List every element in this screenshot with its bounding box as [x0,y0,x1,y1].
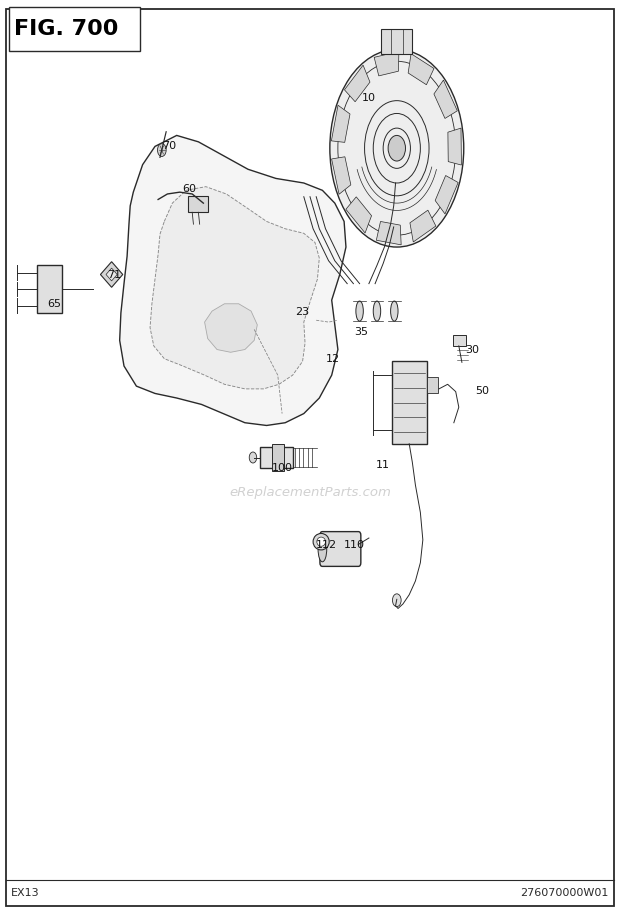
Polygon shape [434,81,458,118]
Polygon shape [346,197,371,233]
Text: 10: 10 [362,93,376,102]
Ellipse shape [313,533,329,550]
Text: 30: 30 [466,346,479,355]
Circle shape [157,144,166,156]
Polygon shape [332,156,351,194]
Ellipse shape [391,301,398,321]
Text: 60: 60 [182,185,196,194]
Text: 23: 23 [296,307,309,317]
Text: 112: 112 [316,541,337,550]
Polygon shape [374,51,399,76]
Text: 71: 71 [107,271,121,280]
Bar [260,447,293,468]
Polygon shape [100,262,123,287]
Bar [9,7,140,51]
Circle shape [330,49,464,247]
Circle shape [392,594,401,607]
Bar [188,196,208,212]
Polygon shape [408,54,434,85]
Text: 12: 12 [326,354,340,363]
Ellipse shape [356,301,363,321]
Bar [392,361,427,444]
Text: 50: 50 [476,386,489,395]
Bar [272,444,284,471]
Polygon shape [331,105,350,143]
Polygon shape [410,210,436,242]
Text: 65: 65 [48,299,61,308]
Polygon shape [205,304,257,352]
Text: 276070000W01: 276070000W01 [520,888,609,898]
Ellipse shape [318,536,327,562]
Text: 11: 11 [376,460,390,469]
Polygon shape [106,268,117,281]
Polygon shape [150,187,319,389]
Ellipse shape [317,537,326,546]
Bar [453,335,466,346]
Polygon shape [345,65,370,102]
Text: 110: 110 [344,541,365,550]
Bar [381,28,412,54]
Text: 100: 100 [272,464,293,473]
Bar [427,377,438,393]
Circle shape [388,135,405,161]
Polygon shape [448,128,461,165]
FancyBboxPatch shape [320,532,361,566]
Text: eReplacementParts.com: eReplacementParts.com [229,486,391,499]
Polygon shape [376,221,401,245]
Text: FIG. 700: FIG. 700 [14,19,118,39]
Text: 70: 70 [162,142,176,151]
Bar [37,265,62,313]
Text: 35: 35 [354,328,368,337]
Ellipse shape [373,301,381,321]
Polygon shape [435,176,458,214]
Circle shape [249,452,257,463]
Text: EX13: EX13 [11,888,40,898]
Polygon shape [120,135,346,425]
